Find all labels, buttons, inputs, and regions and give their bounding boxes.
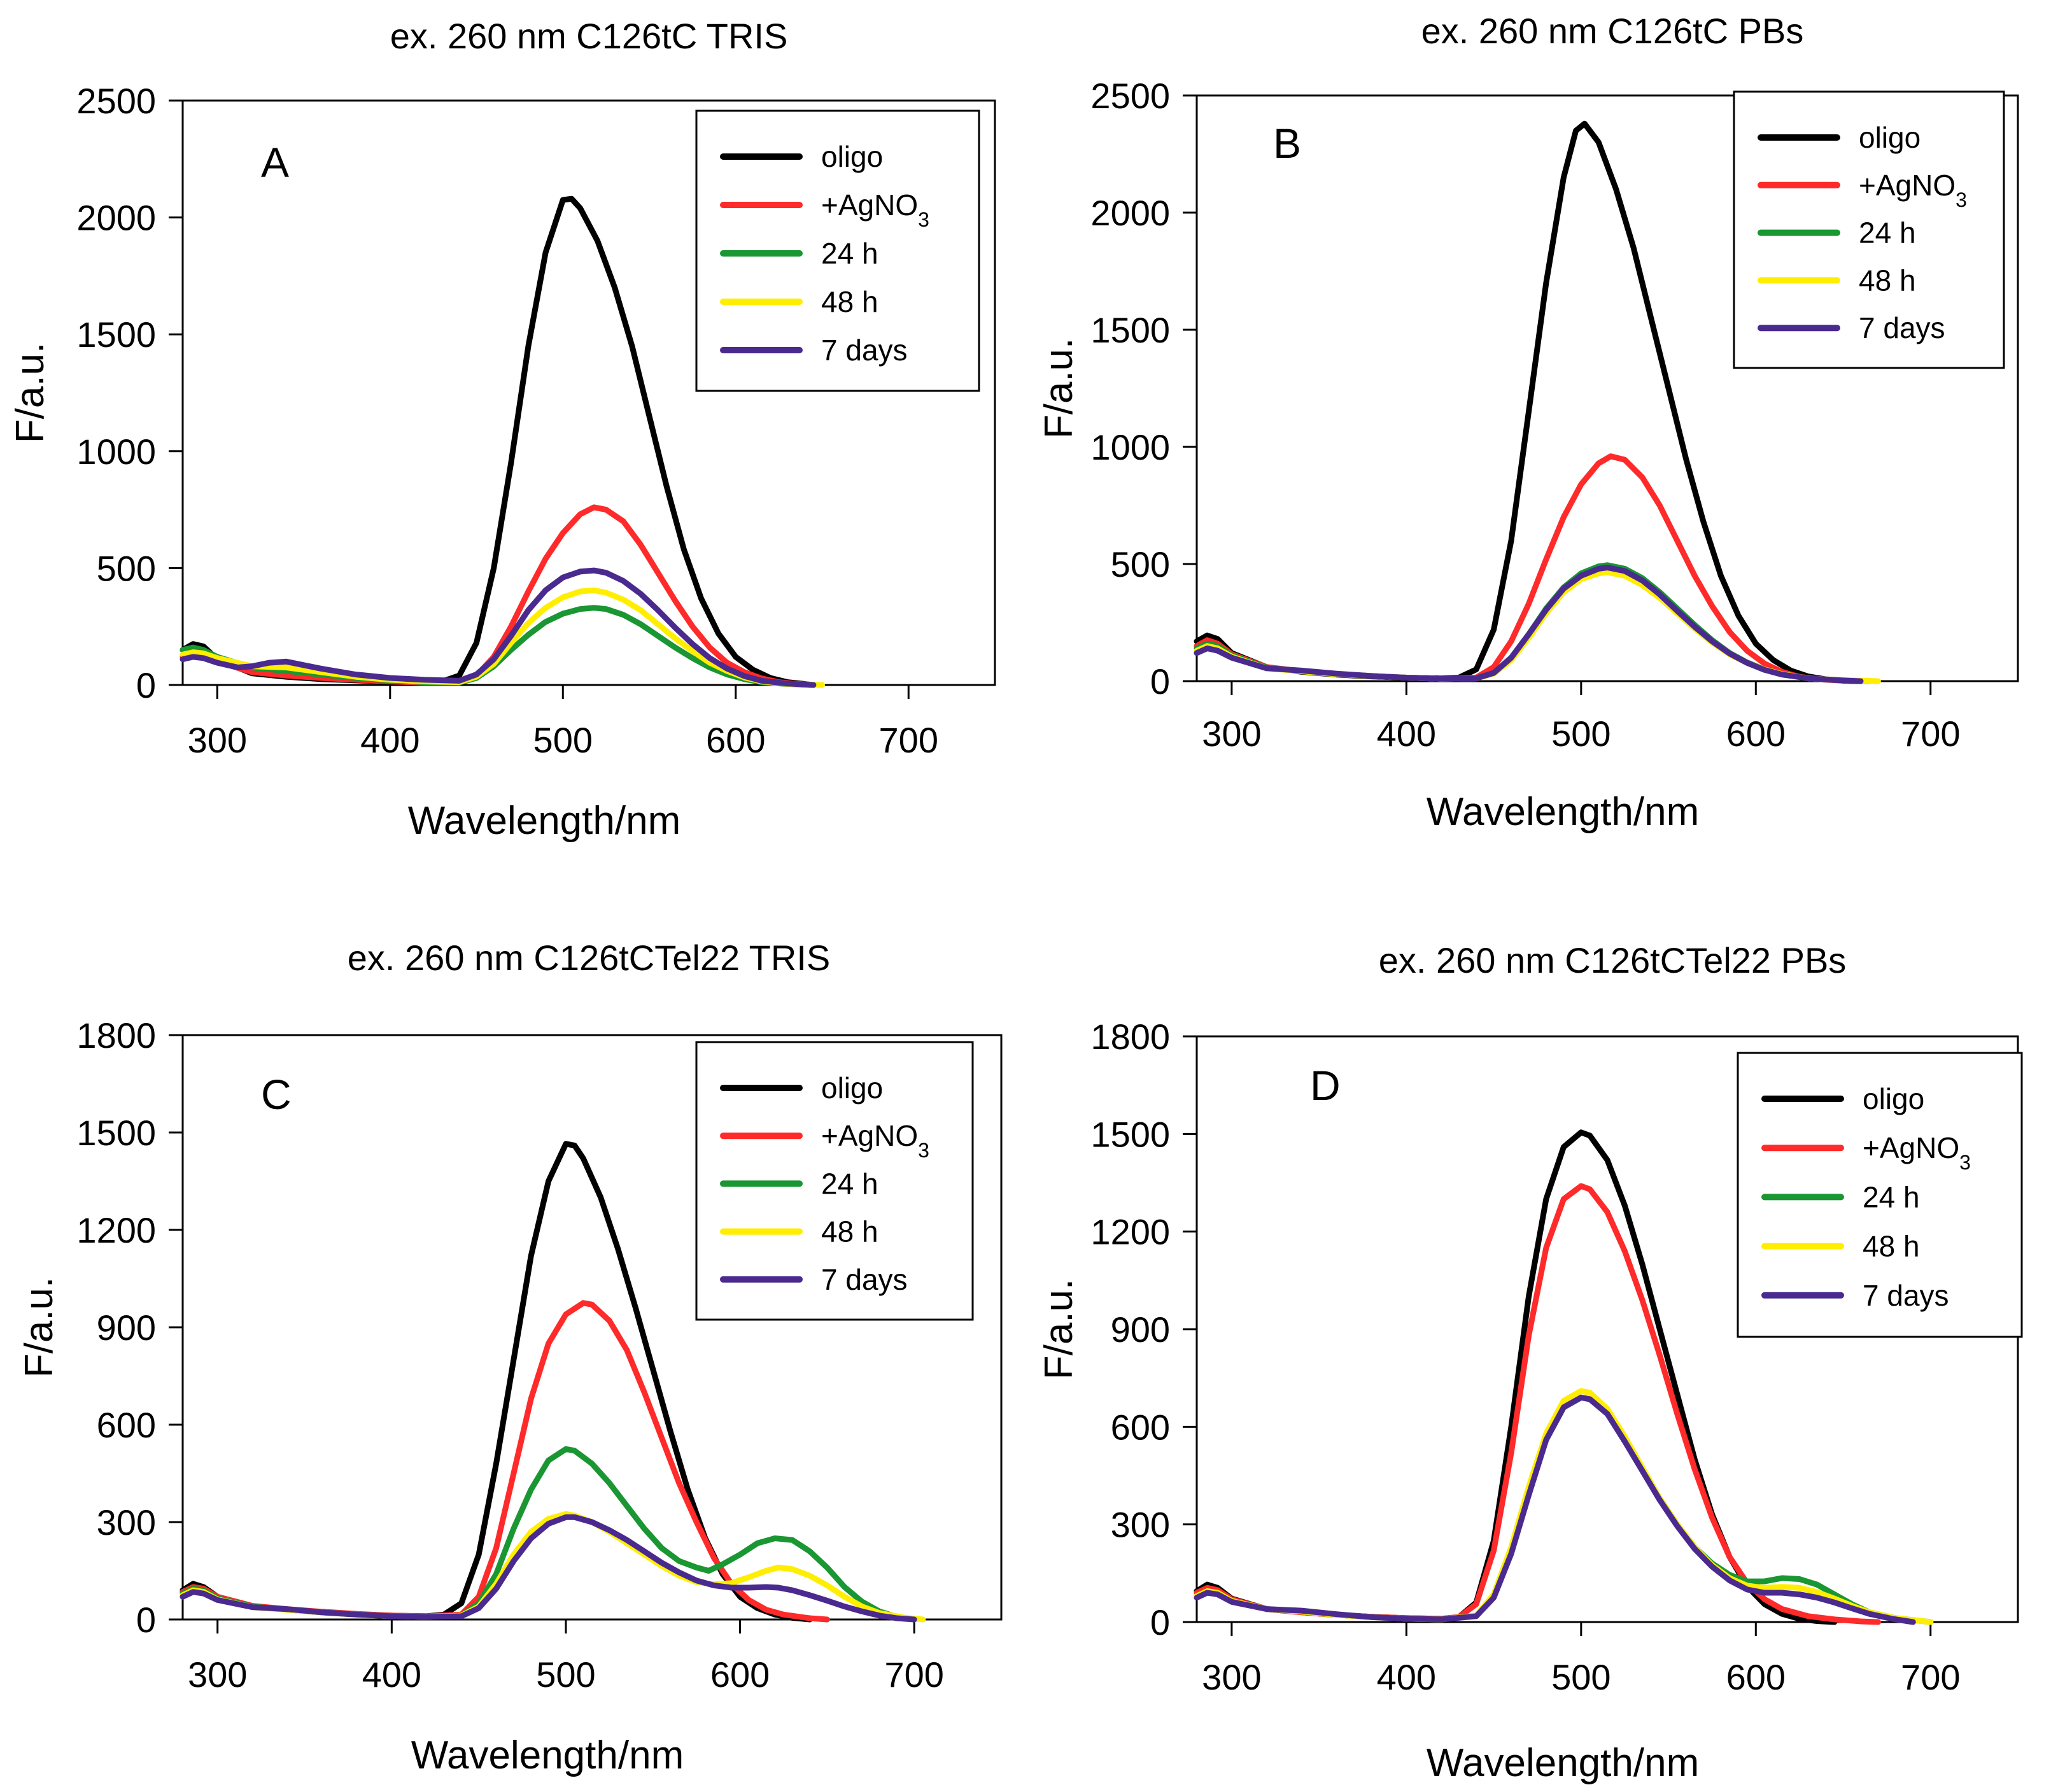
y-tick-label: 1500 xyxy=(76,1113,156,1153)
y-tick-label: 0 xyxy=(136,665,156,705)
y-tick-label: 600 xyxy=(97,1405,156,1445)
y-tick-label: 1000 xyxy=(1090,427,1170,467)
y-tick-label: 500 xyxy=(1111,544,1170,584)
x-tick-label: 500 xyxy=(1551,714,1610,754)
legend-entry: 7 days xyxy=(821,334,908,367)
x-tick-label: 700 xyxy=(884,1654,943,1695)
y-tick-label: 300 xyxy=(1111,1505,1170,1545)
legend-entry: 48 h xyxy=(1863,1230,1920,1263)
y-tick-label: 900 xyxy=(1111,1309,1170,1350)
y-tick-label: 600 xyxy=(1111,1407,1170,1447)
chart-title: ex. 260 nm C126tCTel22 PBs xyxy=(1379,940,1847,980)
y-tick-label: 0 xyxy=(1150,661,1170,702)
chart-panel-c: ex. 260 nm C126tCTel22 TRIS 300 400 500 600 7… xyxy=(17,938,1003,1777)
legend-entry: 48 h xyxy=(821,285,878,318)
x-tick-label: 400 xyxy=(362,1654,421,1695)
x-tick-label: 400 xyxy=(1377,714,1436,754)
y-tick-label: 900 xyxy=(97,1308,156,1348)
legend-entry: oligo xyxy=(821,1071,883,1104)
panel-letter: C xyxy=(261,1071,292,1118)
series-line-4 xyxy=(1194,565,1864,684)
x-axis-label: Wavelength/nm xyxy=(1427,1741,1699,1785)
y-tick-label: 1800 xyxy=(1090,1017,1170,1057)
y-tick-label: 1800 xyxy=(76,1015,156,1055)
y-axis-label: F/a.u. xyxy=(1037,1279,1081,1380)
series-line-4 xyxy=(180,1514,917,1623)
x-tick-label: 700 xyxy=(1901,714,1960,754)
y-tick-label: 0 xyxy=(136,1600,156,1640)
y-tick-label: 2000 xyxy=(1090,193,1170,233)
plot-frame xyxy=(1195,94,2019,682)
series-line-2 xyxy=(1194,1394,1934,1625)
y-tick-label: 300 xyxy=(97,1502,156,1542)
y-tick-label: 2500 xyxy=(1090,76,1170,116)
chart-title: ex. 260 nm C126tCTel22 TRIS xyxy=(348,938,830,978)
chart-panel-a: ex. 260 nm C126tC TRIS 300 400 500 600 700 0 50… xyxy=(8,16,996,843)
legend-entry: 7 days xyxy=(1859,311,1945,344)
legend-entry: 7 days xyxy=(821,1263,908,1296)
x-tick-label: 300 xyxy=(1202,714,1261,754)
y-tick-label: 1200 xyxy=(76,1210,156,1250)
x-tick-label: 600 xyxy=(710,1654,770,1695)
series-line-3 xyxy=(180,587,825,688)
legend-entry: oligo xyxy=(1859,121,1921,154)
y-tick-label: 1500 xyxy=(76,314,156,355)
legend-entry: oligo xyxy=(821,140,883,173)
x-axis-label: Wavelength/nm xyxy=(411,1733,684,1777)
y-tick-label: 1200 xyxy=(1090,1212,1170,1252)
x-axis-label: Wavelength/nm xyxy=(408,799,680,843)
x-tick-label: 500 xyxy=(533,720,593,760)
legend-entry: 48 h xyxy=(821,1215,878,1248)
series-line-3 xyxy=(180,1511,926,1623)
y-axis-label: F/a.u. xyxy=(8,342,52,444)
panel-letter: B xyxy=(1273,120,1301,167)
series-line-1 xyxy=(180,504,817,688)
chart-panel-b: ex. 260 nm C126tC PBs 300 400 500 600 700 0 500… xyxy=(1037,11,2019,834)
x-tick-label: 500 xyxy=(536,1654,595,1695)
x-tick-label: 300 xyxy=(188,1654,247,1695)
y-tick-label: 1000 xyxy=(76,432,156,472)
chart-panel-d: ex. 260 nm C126tCTel22 PBs 300 400 500 600 70… xyxy=(1037,940,2023,1785)
y-tick-label: 500 xyxy=(97,548,156,588)
y-tick-label: 1500 xyxy=(1090,310,1170,350)
x-tick-label: 600 xyxy=(706,720,765,760)
x-tick-label: 400 xyxy=(360,720,419,760)
x-tick-label: 600 xyxy=(1726,1657,1786,1697)
chart-title: ex. 260 nm C126tC PBs xyxy=(1421,11,1804,51)
legend-entry: oligo xyxy=(1863,1082,1924,1115)
series-line-4 xyxy=(180,567,817,688)
series-line-4 xyxy=(1194,1394,1916,1625)
x-tick-label: 700 xyxy=(879,720,938,760)
plot-frame xyxy=(181,99,996,686)
y-tick-label: 2000 xyxy=(76,198,156,238)
y-tick-label: 1500 xyxy=(1090,1114,1170,1154)
y-axis-label: F/a.u. xyxy=(1037,338,1081,439)
legend-entry: 24 h xyxy=(821,237,878,270)
x-tick-label: 300 xyxy=(1202,1657,1261,1697)
legend-entry: 48 h xyxy=(1859,264,1916,297)
panel-letter: D xyxy=(1310,1062,1341,1109)
y-axis-label: F/a.u. xyxy=(17,1277,61,1378)
legend-entry: 24 h xyxy=(821,1167,878,1200)
x-tick-label: 300 xyxy=(188,720,247,760)
legend-entry: 24 h xyxy=(1859,216,1916,250)
chart-title: ex. 260 nm C126tC TRIS xyxy=(390,16,788,56)
y-tick-label: 0 xyxy=(1150,1602,1170,1642)
legend-entry: 24 h xyxy=(1863,1180,1920,1213)
x-tick-label: 500 xyxy=(1551,1657,1610,1697)
x-tick-label: 600 xyxy=(1726,714,1786,754)
x-tick-label: 700 xyxy=(1901,1657,1960,1697)
x-tick-label: 400 xyxy=(1377,1657,1436,1697)
legend-entry: 7 days xyxy=(1863,1279,1949,1312)
panel-letter: A xyxy=(261,139,289,186)
series-line-2 xyxy=(180,605,817,688)
x-axis-label: Wavelength/nm xyxy=(1427,790,1699,834)
y-tick-label: 2500 xyxy=(76,81,156,121)
